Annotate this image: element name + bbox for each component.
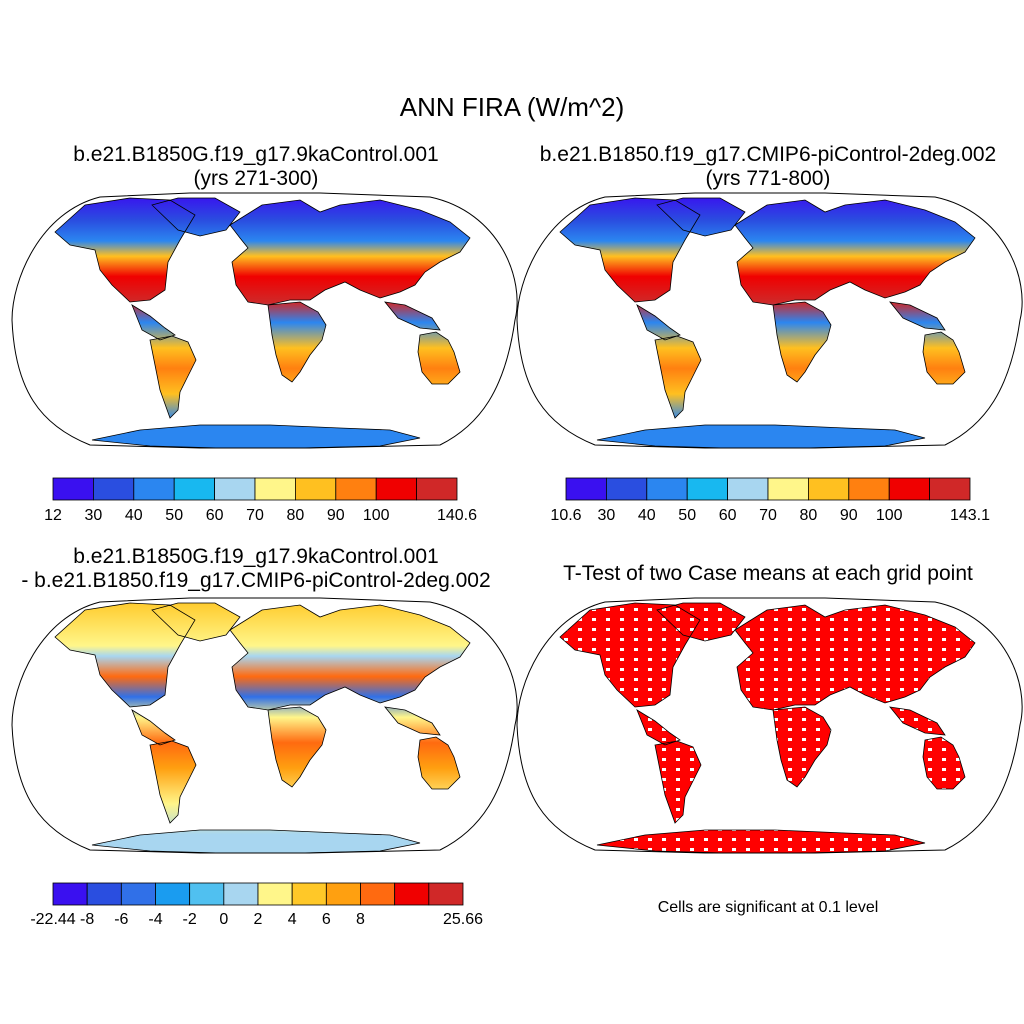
colorbar-diff-tick-label: -6 xyxy=(114,911,129,928)
map-panel-diff xyxy=(11,597,518,854)
colorbar-case1-tick-label: 12 xyxy=(44,507,62,524)
colorbar-case2-tick-label: 60 xyxy=(718,507,737,524)
map-panel-case2 xyxy=(516,192,1023,449)
colorbar-case2-tick-label: 143.1 xyxy=(949,507,991,524)
colorbar-case1-box xyxy=(416,477,458,501)
panel-title-case1-line1: b.e21.B1850G.f19_g17.9kaControl.001 xyxy=(73,143,439,166)
colorbar-case2-tick-label: 40 xyxy=(637,507,656,524)
colorbar-case1-tick-label: 50 xyxy=(165,507,184,524)
colorbar-diff-box xyxy=(394,882,430,906)
colorbar-diff-tick-label: -4 xyxy=(148,911,163,928)
colorbar-case1-tick-label: 30 xyxy=(84,507,103,524)
colorbar-case1-box xyxy=(173,477,215,501)
colorbar-case2-box xyxy=(686,477,729,501)
colorbar-case2-box xyxy=(606,477,648,501)
colorbar-case2-tick-label: 70 xyxy=(759,507,777,524)
colorbar-case1-tick-label: 80 xyxy=(286,507,305,524)
colorbar-case2-tick-label: 100 xyxy=(875,507,903,524)
colorbar-case2-box xyxy=(767,477,809,501)
colorbar-case1-tick-label: 60 xyxy=(205,507,224,524)
colorbar-case2-box xyxy=(565,477,607,501)
colorbar-diff-box xyxy=(257,882,293,906)
panel-title-case2: b.e21.B1850.f19_g17.CMIP6-piControl-2deg… xyxy=(512,143,1024,191)
colorbar-diff-tick-label: 2 xyxy=(253,911,263,928)
panel-title-diff-line2: - b.e21.B1850.f19_g17.CMIP6-piControl-2d… xyxy=(21,569,491,592)
colorbar-diff-tick-label: -2 xyxy=(182,911,197,928)
panel-title-ttest-line1: T-Test of two Case means at each grid po… xyxy=(563,562,973,585)
panel-title-case1-line2: (yrs 271-300) xyxy=(193,167,319,190)
map-panel-case1 xyxy=(11,192,518,449)
colorbar-case2-box xyxy=(848,477,890,501)
colorbar-layer xyxy=(52,477,971,906)
colorbar-diff-box xyxy=(223,882,259,906)
colorbar-case2-tick-label: 10.6 xyxy=(550,507,582,524)
colorbar-case2-box xyxy=(888,477,931,501)
colorbar-case1-tick-label: 140.6 xyxy=(436,507,478,524)
colorbar-diff-tick-label: 25.66 xyxy=(442,911,484,928)
figure-title: ANN FIRA (W/m^2) xyxy=(399,92,625,122)
colorbar-case1-box xyxy=(294,477,337,501)
colorbar-case1-tick-label: 100 xyxy=(362,507,390,524)
colorbar-diff-box xyxy=(52,882,88,906)
colorbar-case2-box xyxy=(727,477,769,501)
colorbar-diff-tick-label: 4 xyxy=(287,911,297,928)
colorbar-diff-box xyxy=(120,882,156,906)
colorbar-case2-tick-label: 80 xyxy=(799,507,818,524)
colorbar-diff-box xyxy=(325,882,361,906)
panel-title-case1: b.e21.B1850G.f19_g17.9kaControl.001 (yrs… xyxy=(0,143,512,191)
colorbar-case2-box xyxy=(808,477,850,501)
colorbar-case1-box xyxy=(133,477,175,501)
colorbar-diff-box xyxy=(428,882,464,906)
colorbar-case1-box xyxy=(214,477,256,501)
colorbar-case1-box xyxy=(375,477,418,501)
colorbar-case2-tick-label: 90 xyxy=(839,507,858,524)
colorbar-diff-tick-label: -8 xyxy=(80,911,95,928)
panel-title-diff: b.e21.B1850G.f19_g17.9kaControl.001 - b.… xyxy=(0,545,512,593)
colorbar-diff-box xyxy=(291,882,327,906)
panel-title-ttest: T-Test of two Case means at each grid po… xyxy=(512,562,1024,586)
map-panel-ttest xyxy=(516,597,1023,854)
colorbar-diff-tick-label: 6 xyxy=(321,911,331,928)
colorbar-case1-box xyxy=(52,477,94,501)
panel-title-case2-line1: b.e21.B1850.f19_g17.CMIP6-piControl-2deg… xyxy=(539,143,997,166)
colorbar-case1-tick-label: 70 xyxy=(246,507,264,524)
colorbar-case1-tick-label: 90 xyxy=(326,507,345,524)
colorbar-diff-box xyxy=(189,882,225,906)
colorbar-case2-tick-label: 30 xyxy=(597,507,616,524)
colorbar-diff-tick-label: 0 xyxy=(219,911,229,928)
colorbar-case1-tick-label: 40 xyxy=(124,507,143,524)
colorbar-case2-box xyxy=(929,477,971,501)
colorbar-case2-tick-label: 50 xyxy=(678,507,697,524)
colorbar-case1-box xyxy=(93,477,135,501)
colorbar-diff-tick-label: -22.44 xyxy=(30,911,76,928)
colorbar-diff-tick-label: 8 xyxy=(356,911,365,928)
colorbar-diff-box xyxy=(86,882,122,906)
colorbar-diff-box xyxy=(155,882,191,906)
colorbar-case1-box xyxy=(254,477,296,501)
colorbar-diff-box xyxy=(360,882,396,906)
significance-note: Cells are significant at 0.1 level xyxy=(657,899,879,916)
panel-title-case2-line2: (yrs 771-800) xyxy=(705,167,831,190)
colorbar-case2-box xyxy=(646,477,688,501)
panel-title-diff-line1: b.e21.B1850G.f19_g17.9kaControl.001 xyxy=(73,545,439,568)
colorbar-case1-box xyxy=(335,477,377,501)
